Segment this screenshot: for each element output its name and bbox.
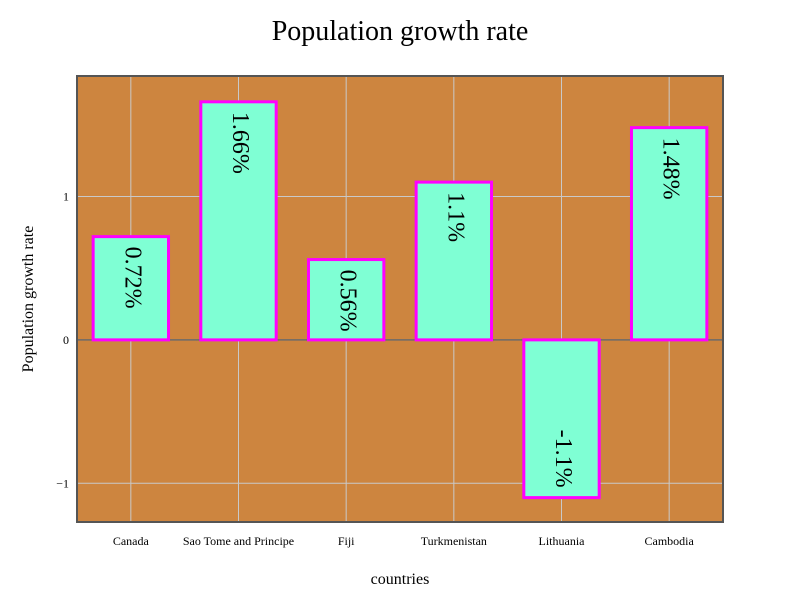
x-axis-label: countries	[371, 571, 430, 588]
y-tick-label: 1	[63, 189, 69, 203]
x-tick-label: Canada	[113, 534, 150, 548]
bar	[522, 338, 601, 500]
x-tick-label: Fiji	[338, 534, 355, 548]
bar	[414, 180, 494, 342]
y-tick-labels: −1 0 1	[56, 189, 69, 490]
data-label: 1.48%	[658, 138, 684, 200]
data-label: 1.66%	[227, 112, 253, 174]
data-label: 0.72%	[119, 247, 145, 309]
x-tick-label: Cambodia	[645, 534, 695, 548]
y-axis-label: Population growth rate	[20, 226, 37, 373]
bar	[199, 100, 278, 342]
bar	[306, 258, 386, 342]
x-tick-label: Lithuania	[539, 534, 586, 548]
chart-title: Population growth rate	[272, 16, 529, 47]
plot-frame	[76, 75, 724, 523]
x-tick-label: Turkmenistan	[421, 534, 487, 548]
bar	[91, 235, 171, 342]
data-label: -1.1%	[550, 430, 576, 488]
bar	[629, 126, 709, 342]
y-tick-label: −1	[56, 476, 69, 490]
x-tick-label: Sao Tome and Principe	[183, 534, 294, 548]
data-label: 1.1%	[442, 192, 468, 242]
data-label: 0.56%	[335, 270, 361, 332]
x-tick-labels: Canada Sao Tome and Principe Fiji Turkmenis…	[113, 534, 695, 548]
plot-area	[77, 76, 723, 522]
y-tick-label: 0	[63, 333, 69, 347]
bars	[91, 100, 709, 500]
data-labels: 0.72% 1.66% 0.56% 1.1% -1.1% 1.48%	[119, 112, 683, 488]
